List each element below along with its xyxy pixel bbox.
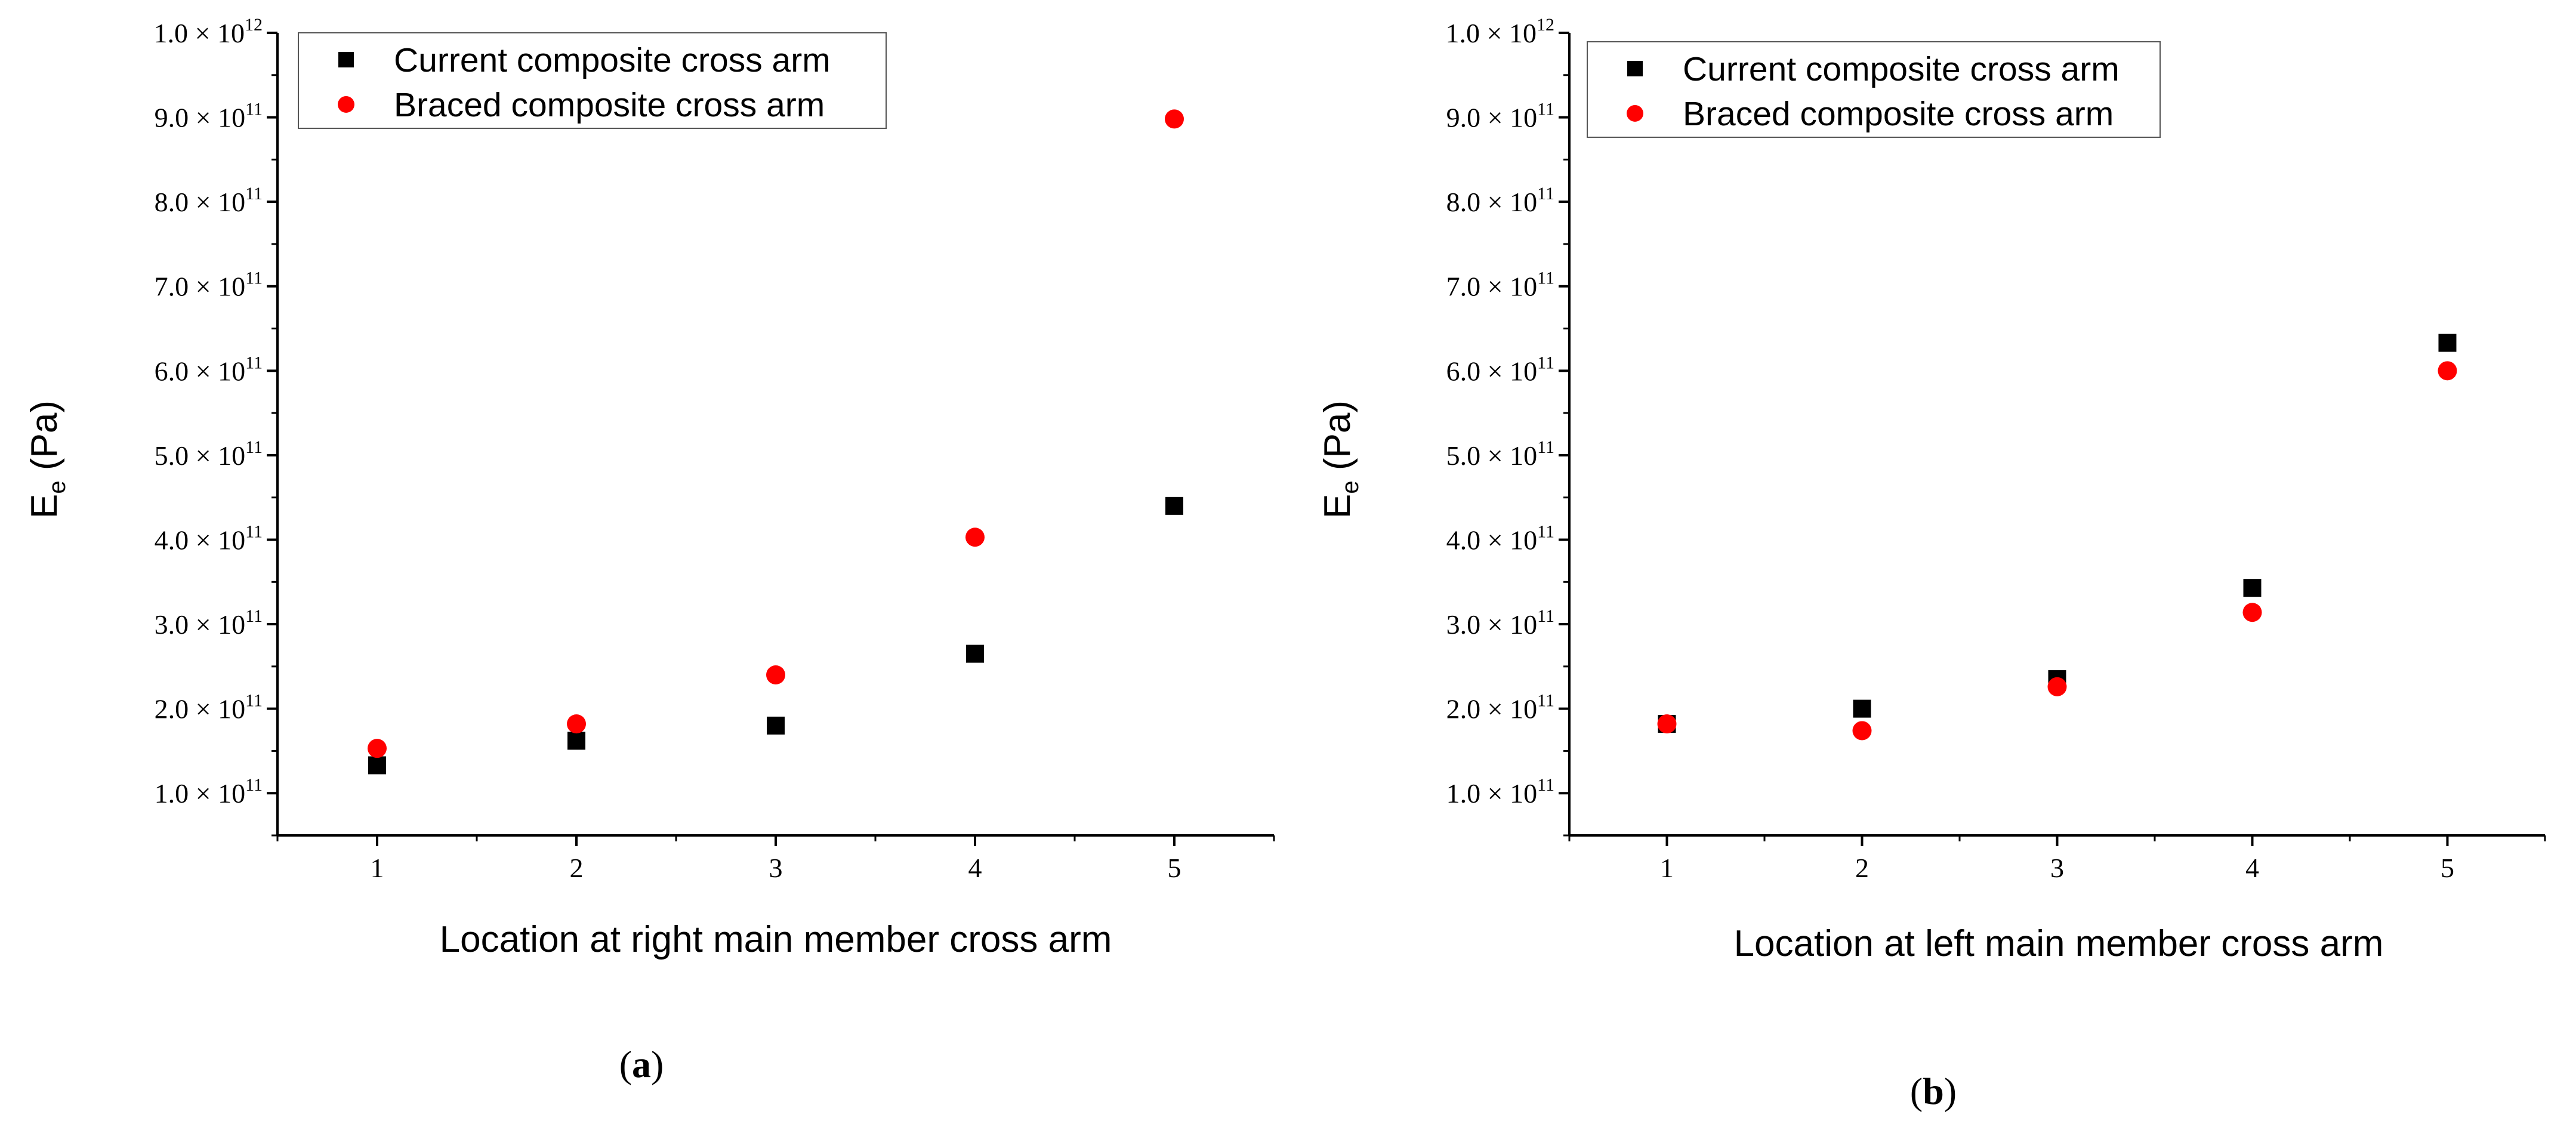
x-axis-title: Location at right main member cross arm <box>440 919 1112 960</box>
legend-marker-braced <box>338 96 354 113</box>
y-tick-label: 2.0 × 1011 <box>1446 691 1554 724</box>
y-tick-label: 1.0 × 1012 <box>154 15 263 48</box>
data-point-braced <box>567 714 586 734</box>
y-tick-label: 5.0 × 1011 <box>155 437 263 471</box>
x-tick-label: 4 <box>968 853 982 883</box>
chart-panel-b: 1.0 × 1011 2.0 × 1011 3.0 × 1011 4.0 × 1011… <box>1317 15 2546 1112</box>
data-point-current <box>2438 334 2457 352</box>
data-point-current <box>1853 699 1871 718</box>
panel-caption: (a) <box>619 1043 664 1085</box>
y-tick-label: 3.0 × 1011 <box>155 606 263 640</box>
data-point-current <box>2243 579 2262 597</box>
y-tick-label: 7.0 × 1011 <box>155 269 263 302</box>
legend-box <box>298 32 887 129</box>
legend-box <box>1587 41 2161 138</box>
data-point-current <box>767 716 785 735</box>
x-tick-label: 3 <box>2050 853 2064 883</box>
y-tick-label: 5.0 × 1011 <box>1446 437 1554 471</box>
y-tick-label: 2.0 × 1011 <box>155 691 263 724</box>
y-tick-label: 4.0 × 1011 <box>1446 522 1554 555</box>
y-tick-label: 8.0 × 1011 <box>155 184 263 217</box>
data-point-braced <box>2047 677 2067 696</box>
y-axis-title: Ee (Pa) <box>24 400 70 519</box>
y-tick-label: 8.0 × 1011 <box>1446 184 1554 217</box>
data-point-current <box>567 732 585 750</box>
data-point-braced <box>2438 361 2457 381</box>
legend-label-current: Current composite cross arm <box>394 41 831 79</box>
data-point-braced <box>1657 714 1677 734</box>
y-tick-label: 3.0 × 1011 <box>1446 606 1554 640</box>
data-point-braced <box>766 665 785 684</box>
data-point-braced <box>2242 603 2262 622</box>
legend: Current composite cross arm Braced compos… <box>298 32 887 129</box>
x-axis-title: Location at left main member cross arm <box>1734 923 2384 964</box>
y-tick-label: 9.0 × 1011 <box>155 100 263 133</box>
x-tick-label: 1 <box>1660 853 1674 883</box>
y-tick-label: 6.0 × 1011 <box>1446 353 1554 386</box>
data-point-braced <box>1165 109 1184 129</box>
chart-panel-a: 1.0 × 1011 2.0 × 1011 3.0 × 1011 4.0 × 1011… <box>24 15 1275 1085</box>
data-point-current <box>368 756 386 775</box>
y-tick-label: 4.0 × 1011 <box>155 522 263 555</box>
data-point-braced <box>368 739 387 758</box>
legend-marker-braced <box>1627 105 1643 122</box>
legend-label-braced: Braced composite cross arm <box>1683 95 2114 133</box>
data-point-braced <box>1852 721 1872 741</box>
x-tick-label: 5 <box>2441 853 2454 883</box>
y-tick-label: 7.0 × 1011 <box>1446 269 1554 302</box>
y-tick-label: 1.0 × 1012 <box>1446 15 1554 48</box>
legend-marker-current <box>338 52 354 67</box>
legend: Current composite cross arm Braced compos… <box>1587 41 2161 138</box>
x-tick-label: 2 <box>570 853 584 883</box>
x-tick-label: 5 <box>1168 853 1181 883</box>
panel-caption: (b) <box>1910 1070 1957 1112</box>
legend-label-current: Current composite cross arm <box>1683 50 2120 88</box>
data-point-current <box>1165 496 1183 515</box>
y-tick-label: 9.0 × 1011 <box>1446 100 1554 133</box>
y-axis-title: Ee (Pa) <box>1317 400 1363 519</box>
y-tick-label: 6.0 × 1011 <box>155 353 263 386</box>
x-tick-label: 4 <box>2245 853 2259 883</box>
x-tick-label: 3 <box>769 853 783 883</box>
legend-label-braced: Braced composite cross arm <box>394 86 825 124</box>
y-tick-label: 1.0 × 1011 <box>1446 775 1554 809</box>
legend-marker-current <box>1627 61 1643 76</box>
data-point-current <box>966 644 984 663</box>
y-tick-label: 1.0 × 1011 <box>155 775 263 809</box>
data-point-braced <box>965 528 985 547</box>
x-tick-label: 2 <box>1855 853 1869 883</box>
x-tick-label: 1 <box>371 853 384 883</box>
